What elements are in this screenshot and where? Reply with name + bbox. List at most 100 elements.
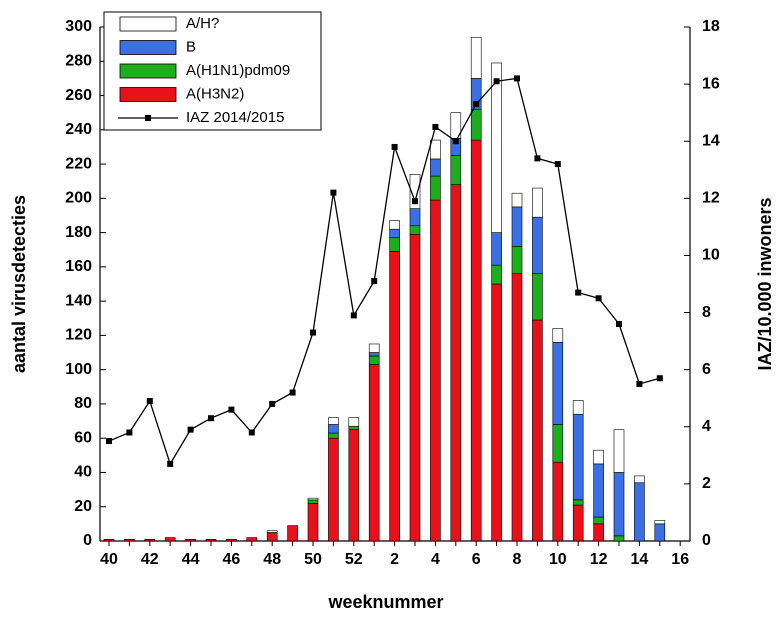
- bar-segment: [368, 343, 380, 353]
- line-marker: [350, 312, 357, 319]
- y2-tick-label: 14: [702, 132, 720, 149]
- y-tick-label: 240: [65, 121, 92, 138]
- bar-segment: [409, 225, 421, 235]
- legend-label: A(H1N1)pdm09: [186, 62, 290, 79]
- line-marker: [248, 429, 255, 436]
- bar-segment: [572, 400, 584, 415]
- line-marker: [514, 75, 520, 82]
- x-tick-label: 52: [345, 551, 363, 568]
- bar-segment: [266, 532, 278, 542]
- y-tick-label: 60: [74, 429, 92, 446]
- legend-label: A/H?: [186, 15, 219, 32]
- line-marker: [289, 389, 296, 396]
- line-marker: [616, 320, 622, 327]
- bar-segment: [287, 525, 298, 542]
- bar-segment: [511, 206, 523, 247]
- y-tick-label: 20: [74, 498, 92, 515]
- bar-segment: [552, 341, 564, 425]
- bar-segment: [593, 523, 604, 542]
- y-tick-label: 80: [74, 395, 92, 412]
- bar-segment: [389, 251, 400, 542]
- bar-segment: [572, 413, 584, 501]
- x-tick-label: 4: [431, 551, 440, 568]
- bar-segment: [389, 237, 400, 252]
- x-tick-label: 14: [631, 551, 649, 568]
- bar-segment: [348, 425, 360, 430]
- bar-segment: [613, 535, 625, 542]
- x-tick-label: 6: [472, 551, 481, 568]
- x-tick-label: 40: [100, 551, 118, 568]
- line-marker: [595, 295, 602, 302]
- legend-label: A(H3N2): [186, 85, 244, 102]
- bar-segment: [552, 328, 564, 343]
- bar-segment: [430, 199, 441, 542]
- bar-segment: [450, 184, 462, 542]
- bar-segment: [654, 520, 666, 525]
- x-tick-label: 48: [263, 551, 281, 568]
- bar-segment: [511, 192, 523, 208]
- bar-segment: [450, 155, 462, 185]
- y-tick-label: 280: [65, 52, 92, 69]
- legend-label: B: [186, 38, 196, 55]
- y-tick-label: 180: [65, 224, 92, 241]
- bar-segment: [613, 472, 625, 537]
- bar-segment: [246, 537, 258, 542]
- bar-segment: [389, 228, 400, 239]
- legend-swatch: [119, 63, 177, 79]
- y2-tick-label: 12: [702, 190, 720, 207]
- y2-axis-title: IAZ/10.000 inwoners: [755, 197, 775, 370]
- line-marker: [575, 289, 582, 296]
- line-marker: [208, 415, 214, 422]
- x-tick-label: 44: [182, 551, 200, 568]
- legend-swatch: [119, 40, 177, 55]
- line-marker: [371, 278, 378, 285]
- bar-segment: [389, 220, 400, 230]
- y-tick-label: 100: [65, 361, 92, 378]
- line-marker: [554, 161, 561, 168]
- bar-segment: [307, 503, 319, 542]
- bar-segment: [491, 232, 502, 266]
- y-tick-label: 260: [65, 87, 92, 104]
- bar-segment: [470, 36, 482, 79]
- line-marker: [534, 155, 541, 162]
- bar-segment: [654, 523, 666, 542]
- line-marker: [228, 406, 235, 413]
- legend-swatch: [119, 16, 177, 32]
- line-marker: [187, 426, 194, 433]
- bar-segment: [307, 499, 319, 504]
- y-tick-label: 160: [65, 258, 92, 275]
- legend-swatch: [119, 87, 177, 102]
- bar-segment: [572, 504, 584, 542]
- line-marker: [432, 123, 439, 130]
- bar-segment: [552, 461, 564, 542]
- bar-segment: [511, 273, 523, 542]
- x-tick-label: 46: [223, 551, 241, 568]
- y-tick-label: 0: [83, 532, 92, 549]
- bar-segment: [634, 482, 645, 542]
- bar-segment: [593, 516, 604, 525]
- y-tick-label: 200: [65, 190, 92, 207]
- line-marker: [412, 198, 418, 205]
- line-marker: [126, 429, 133, 436]
- bar-segment: [430, 175, 441, 201]
- bar-segment: [205, 538, 217, 542]
- x-tick-label: 50: [304, 551, 322, 568]
- bar-segment: [328, 437, 339, 542]
- line: [108, 77, 660, 466]
- bar-segment: [532, 319, 543, 542]
- bar-segment: [307, 497, 319, 501]
- legend-label: IAZ 2014/2015: [186, 109, 284, 126]
- x-tick-label: 42: [141, 551, 159, 568]
- x-axis-title: weeknummer: [327, 592, 443, 612]
- bar-segment: [532, 216, 543, 275]
- bar-segment: [409, 208, 421, 227]
- bar-segment: [491, 264, 502, 285]
- line-marker: [636, 380, 643, 387]
- line-marker: [452, 138, 459, 145]
- y2-tick-label: 0: [702, 532, 711, 549]
- bar-segment: [572, 499, 584, 506]
- line-marker: [391, 143, 398, 150]
- y2-tick-label: 8: [702, 304, 711, 321]
- bar-segment: [103, 538, 115, 542]
